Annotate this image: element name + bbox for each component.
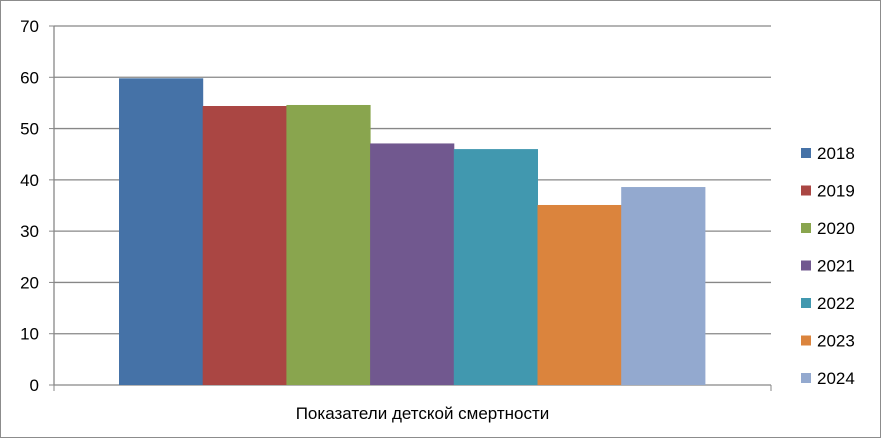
bar-2018 [119,78,204,385]
legend-label-2024: 2024 [817,369,855,388]
legend-label-2020: 2020 [817,219,855,238]
bar-2023 [537,204,622,385]
legend-label-2022: 2022 [817,294,855,313]
y-tick-label: 50 [20,120,39,139]
legend-label-2019: 2019 [817,182,855,201]
x-category-label: Показатели детской смертности [296,404,550,423]
legend-swatch-2022 [801,298,811,308]
y-tick-label: 20 [20,273,39,292]
legend-swatch-2020 [801,223,811,233]
y-tick-label: 30 [20,222,39,241]
bar-2022 [453,149,538,385]
legend-swatch-2023 [801,335,811,346]
legend-label-2023: 2023 [817,332,855,351]
bar-2020 [286,104,371,385]
y-tick-label: 60 [20,68,39,87]
y-tick-label: 0 [30,376,39,395]
bar-2021 [370,143,455,385]
bar-2019 [202,106,287,386]
legend-swatch-2019 [801,185,811,196]
legend-swatch-2024 [801,373,811,383]
y-tick-label: 70 [20,17,39,36]
y-tick-label: 10 [20,325,39,344]
y-tick-label: 40 [20,171,39,190]
legend-swatch-2021 [801,260,811,271]
legend-label-2018: 2018 [817,144,855,163]
legend-swatch-2018 [801,148,811,158]
legend-label-2021: 2021 [817,257,855,276]
bar-2024 [621,187,706,385]
